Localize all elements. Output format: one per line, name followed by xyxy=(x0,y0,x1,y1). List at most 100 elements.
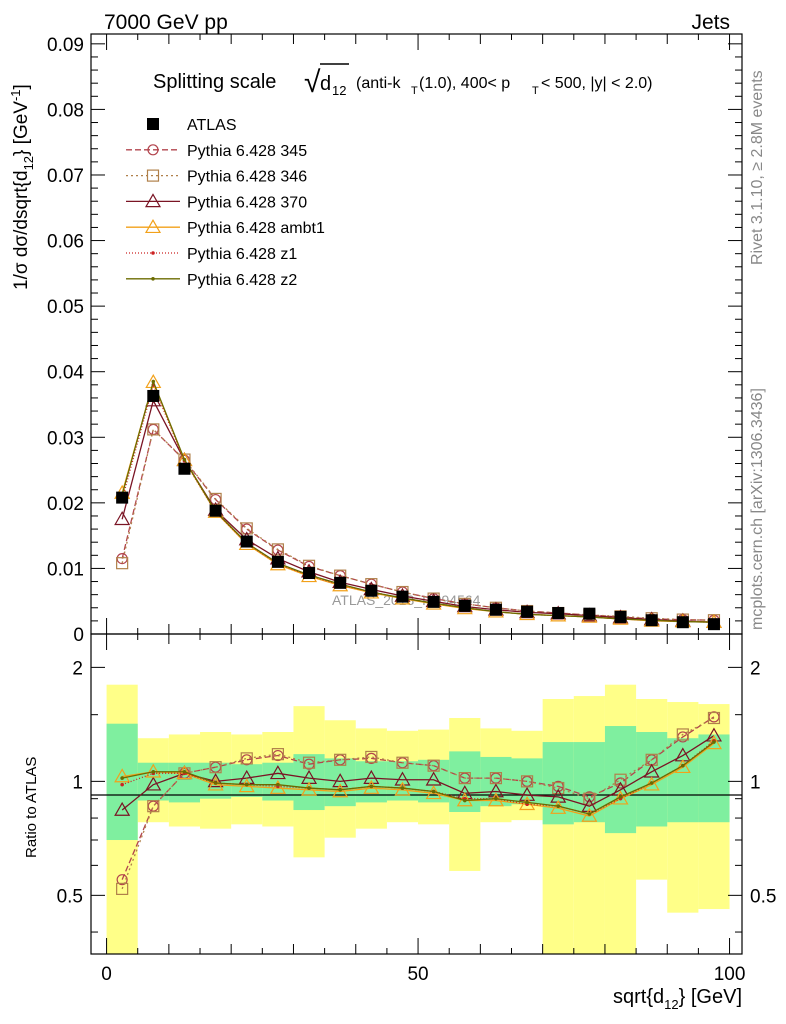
ratio-point-series-2 xyxy=(487,783,504,798)
legend-label-series-5: Pythia 6.428 z2 xyxy=(187,272,297,289)
title-var-sub: 12 xyxy=(332,83,346,98)
ratio-ytick-label-left-2: 2 xyxy=(72,658,83,679)
ratio-point-series-1 xyxy=(583,792,596,805)
ratio-point-series-5 xyxy=(587,812,592,816)
ratio-point-series-1 xyxy=(520,775,534,788)
legend-marker-series-3 xyxy=(144,218,162,234)
x-axis-label-b: } [GeV] xyxy=(679,986,742,1008)
legend-marker-atlas xyxy=(147,118,159,130)
ratio-uncertainty-bands xyxy=(106,684,730,954)
ratio-point-series-3 xyxy=(581,807,598,822)
header-right: Jets xyxy=(691,11,730,34)
ratio-point-series-1 xyxy=(365,750,378,764)
ratio-line-series-5 xyxy=(122,741,715,815)
main-ytick-label-2: 0.02 xyxy=(47,494,84,515)
main-point-atlas xyxy=(489,603,502,616)
x-axis-label-sub: 12 xyxy=(664,997,678,1012)
main-point-atlas xyxy=(427,595,440,608)
ratio-point-series-1 xyxy=(271,748,284,761)
main-point-atlas xyxy=(583,607,596,620)
ratio-point-series-2 xyxy=(363,769,380,784)
ratio-point-series-2 xyxy=(394,771,411,786)
y-axis-label-main: 1/σ dσ/dsqrt{d12} [GeV-1] xyxy=(8,84,36,290)
ratio-point-series-3 xyxy=(145,763,162,778)
main-point-atlas xyxy=(365,584,378,597)
ratio-point-series-5 xyxy=(182,769,187,774)
legend-label-series-4: Pythia 6.428 z1 xyxy=(187,246,297,263)
main-plot-panel: 0 0.01 0.02 0.03 0.04 0.05 0.06 0.07 0.08 0.09 AT… xyxy=(47,33,743,646)
main-ytick-label-4: 0.04 xyxy=(47,363,84,384)
ratio-series-group xyxy=(114,711,723,895)
x-axis-label-a: sqrt{d xyxy=(613,986,664,1008)
ratio-point-series-1 xyxy=(116,882,129,895)
ratio-point-series-1 xyxy=(240,752,253,765)
main-point-atlas xyxy=(521,605,534,618)
ratio-xtick-label-0: 0 xyxy=(101,964,112,985)
ratio-band-inner-19 xyxy=(698,734,730,823)
ratio-point-series-1 xyxy=(552,781,565,795)
ratio-point-series-3 xyxy=(705,735,723,750)
y-axis-label-main-sub: 12 xyxy=(21,156,36,170)
ratio-point-series-1 xyxy=(302,756,316,769)
ratio-point-series-5 xyxy=(556,804,561,808)
main-point-atlas xyxy=(552,607,565,620)
main-point-atlas xyxy=(116,491,129,504)
ratio-ytick-label-right-1: 1 xyxy=(750,772,761,793)
ratio-point-series-5 xyxy=(307,786,311,790)
main-point-atlas xyxy=(209,504,222,517)
ratio-point-series-2 xyxy=(145,776,162,791)
ratio-point-series-5 xyxy=(431,789,436,794)
ratio-band-outer-15 xyxy=(573,696,605,954)
main-point-atlas xyxy=(334,576,347,589)
main-point-series-5 xyxy=(151,379,156,384)
title-var-base: d xyxy=(320,73,331,95)
ratio-point-series-3 xyxy=(238,778,255,793)
ratio-band-inner-1 xyxy=(137,762,169,801)
ratio-point-series-1 xyxy=(614,773,627,786)
ratio-point-series-2 xyxy=(114,801,131,816)
title-main: Splitting scale xyxy=(153,71,276,93)
legend-marker-series-0 xyxy=(147,144,159,156)
main-point-atlas xyxy=(614,610,627,623)
ratio-point-series-2 xyxy=(612,781,629,796)
main-point-atlas xyxy=(458,599,471,612)
ratio-point-series-2 xyxy=(269,765,286,780)
main-ytick-label-5: 0.05 xyxy=(47,297,84,318)
y-axis-label-main-close: ] xyxy=(11,84,32,89)
ratio-point-series-5 xyxy=(494,796,498,801)
ratio-point-series-2 xyxy=(425,771,442,786)
main-point-series-1 xyxy=(147,423,160,436)
main-ytick-label-8: 0.08 xyxy=(47,100,84,121)
ratio-ytick-label-right-0: 0.5 xyxy=(750,886,776,907)
ratio-point-series-1 xyxy=(458,772,471,785)
ratio-point-series-2 xyxy=(332,773,349,788)
main-point-series-0 xyxy=(147,423,159,436)
ratio-plot-panel: 0 50 100 0.5 0.5 1 1 2 2 xyxy=(57,633,776,985)
plot-title: Splitting scale √ d 12 (anti-k T (1.0), … xyxy=(153,63,653,99)
main-point-atlas xyxy=(178,462,191,475)
main-point-atlas xyxy=(676,616,689,629)
main-point-atlas xyxy=(240,535,253,548)
ratio-point-series-5 xyxy=(120,776,124,780)
ratio-point-series-5 xyxy=(369,784,374,789)
ratio-point-series-5 xyxy=(618,795,623,799)
ratio-band-inner-14 xyxy=(542,742,574,825)
main-ytick-label-0: 0 xyxy=(73,625,84,646)
legend: ATLAS Pythia 6.428 345 Pythia 6.428 346 Pyt… xyxy=(126,117,325,289)
ratio-xtick-label-1: 50 xyxy=(407,964,428,985)
main-ytick-label-6: 0.06 xyxy=(47,232,84,253)
ratio-point-series-1 xyxy=(676,728,689,741)
title-cond-1: (anti-k xyxy=(356,75,401,92)
ratio-point-series-1 xyxy=(147,800,160,813)
main-point-atlas xyxy=(147,389,160,402)
y-axis-label-ratio: Ratio to ATLAS xyxy=(23,757,40,858)
ratio-point-series-1 xyxy=(707,711,721,725)
ratio-ytick-label-left-1: 1 xyxy=(72,772,83,793)
legend-label-series-1: Pythia 6.428 346 xyxy=(187,169,307,186)
legend-marker-series-2 xyxy=(144,193,162,208)
main-point-atlas xyxy=(271,555,284,568)
main-ytick-label-3: 0.03 xyxy=(47,428,84,449)
ratio-xtick-label-2: 100 xyxy=(714,964,746,985)
main-point-atlas xyxy=(645,614,658,627)
x-axis-label: sqrt{d12} [GeV] xyxy=(613,986,742,1012)
